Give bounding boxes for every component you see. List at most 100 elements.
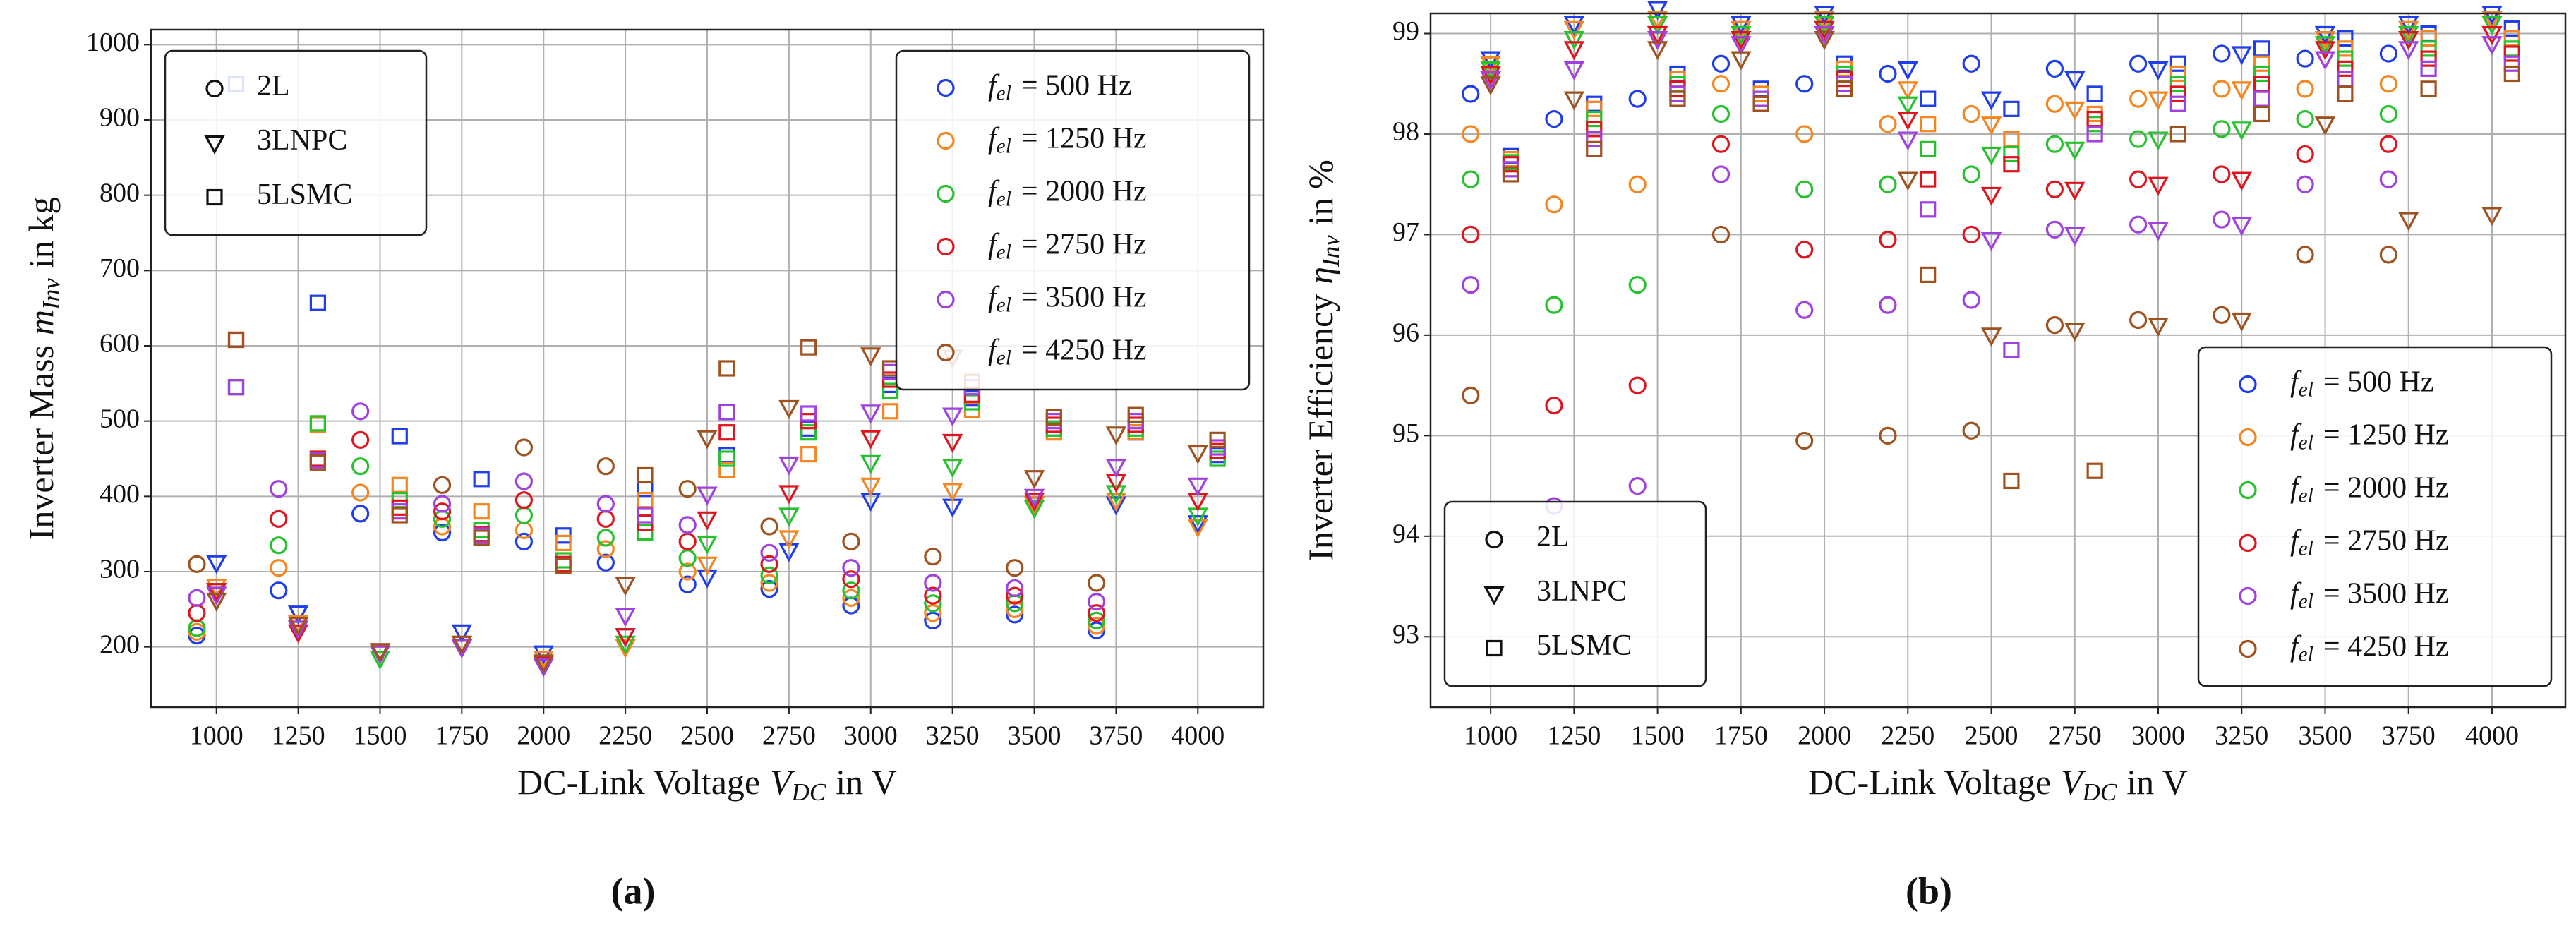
marker-circle: [842, 532, 860, 550]
legend-text: = 2750 Hz: [2323, 524, 2449, 557]
marker-circle: [937, 131, 955, 150]
marker-square: [2169, 126, 2186, 143]
x-tick-label: 2500: [1965, 721, 2018, 751]
marker-square: [2003, 342, 2020, 358]
marker-circle: [1087, 574, 1106, 592]
marker-triangle: [2398, 41, 2419, 61]
legend-label: fel = 1250 Hz: [2290, 418, 2449, 454]
marker-circle: [937, 184, 955, 203]
legend-subscript: el: [2299, 378, 2313, 401]
marker-triangle: [2231, 81, 2252, 101]
x-tick-label: 1750: [435, 721, 488, 751]
marker-square: [2337, 40, 2354, 57]
marker-circle: [188, 589, 206, 607]
x-tick-label: 2500: [680, 721, 734, 751]
y-tick-label: 96: [1392, 318, 1419, 348]
legend-box: [895, 49, 1251, 391]
axes-frame: [150, 28, 1265, 709]
marker-triangle: [2231, 312, 2252, 332]
label-text: in kg: [21, 197, 61, 268]
marker-circle: [1087, 604, 1106, 622]
marker-triangle: [860, 430, 881, 450]
y-tick-label: 500: [100, 404, 140, 433]
marker-circle: [2296, 80, 2314, 98]
marker-square: [2169, 95, 2186, 112]
label-text: DC-Link Voltage: [517, 762, 760, 802]
marker-triangle: [1563, 20, 1585, 40]
marker-circle: [1795, 431, 1814, 450]
legend-text: = 500 Hz: [2323, 366, 2434, 398]
marker-triangle: [1023, 488, 1045, 508]
label-text: Inverter Mass: [21, 345, 61, 540]
marker-circle: [1879, 230, 1897, 249]
marker-circle: [351, 483, 370, 502]
marker-triangle: [1647, 25, 1668, 45]
marker-square: [2420, 50, 2437, 67]
marker-triangle: [697, 569, 718, 589]
marker-square: [1920, 140, 1937, 157]
marker-square: [2503, 55, 2520, 72]
marker-triangle: [697, 511, 718, 531]
marker-triangle: [1897, 61, 1919, 80]
marker-triangle: [2064, 227, 2086, 246]
marker-square: [309, 294, 326, 311]
marker-circle: [1628, 175, 1647, 193]
legend-subscript: el: [997, 188, 1011, 210]
y-tick-label: 94: [1392, 519, 1419, 549]
marker-square: [1586, 121, 1603, 138]
marker-triangle: [1647, 31, 1668, 50]
marker-circle: [1462, 276, 1480, 294]
marker-circle: [924, 586, 942, 605]
x-tick-label: 1500: [1631, 721, 1685, 751]
marker-triangle: [451, 639, 473, 659]
marker-circle: [270, 510, 288, 528]
marker-circle: [1711, 135, 1731, 153]
legend-subscript: el: [2299, 643, 2313, 665]
marker-triangle: [2314, 41, 2336, 61]
marker-circle: [596, 457, 615, 476]
marker-circle: [1795, 125, 1814, 143]
marker-square: [1920, 266, 1937, 284]
x-tick-label: 1750: [1714, 721, 1768, 751]
marker-circle: [2129, 170, 2148, 188]
marker-circle: [351, 430, 370, 449]
marker-circle: [1711, 165, 1731, 183]
marker-circle: [1545, 195, 1563, 214]
panel-label: (a): [611, 869, 656, 912]
label-text: in V: [2126, 762, 2188, 802]
marker-circle: [2379, 170, 2397, 188]
marker-square: [637, 524, 654, 541]
marker-square: [227, 331, 245, 349]
x-tick-label: 1000: [190, 721, 243, 751]
marker-circle: [1628, 376, 1647, 394]
marker-triangle: [1480, 61, 1501, 80]
marker-square: [1920, 90, 1937, 107]
marker-circle: [2296, 175, 2314, 193]
y-tick-label: 200: [100, 629, 140, 659]
marker-square: [637, 466, 654, 484]
marker-triangle: [615, 635, 636, 655]
panel-label: (b): [1906, 869, 1952, 912]
y-tick-label: 300: [100, 555, 140, 584]
legend-text: = 4250 Hz: [2323, 630, 2449, 663]
y-axis-title: Inverter Mass mInv in kg: [21, 197, 65, 541]
marker-triangle: [941, 483, 963, 502]
marker-square: [206, 188, 223, 206]
marker-circle: [1879, 115, 1897, 133]
marker-triangle: [697, 556, 718, 576]
legend-text: = 2750 Hz: [1021, 228, 1147, 260]
marker-square: [800, 405, 817, 422]
marker-square: [800, 445, 817, 463]
marker-triangle: [1023, 500, 1045, 519]
label-symbol: V: [770, 762, 795, 802]
marker-triangle: [533, 654, 554, 674]
x-tick-label: 3750: [2382, 721, 2436, 751]
marker-triangle: [1897, 131, 1919, 151]
marker-circle: [1962, 104, 1980, 123]
x-tick-label: 3750: [1089, 721, 1143, 751]
marker-triangle: [697, 430, 718, 450]
marker-triangle: [860, 454, 881, 474]
marker-circle: [678, 516, 697, 534]
marker-triangle: [1480, 76, 1501, 96]
